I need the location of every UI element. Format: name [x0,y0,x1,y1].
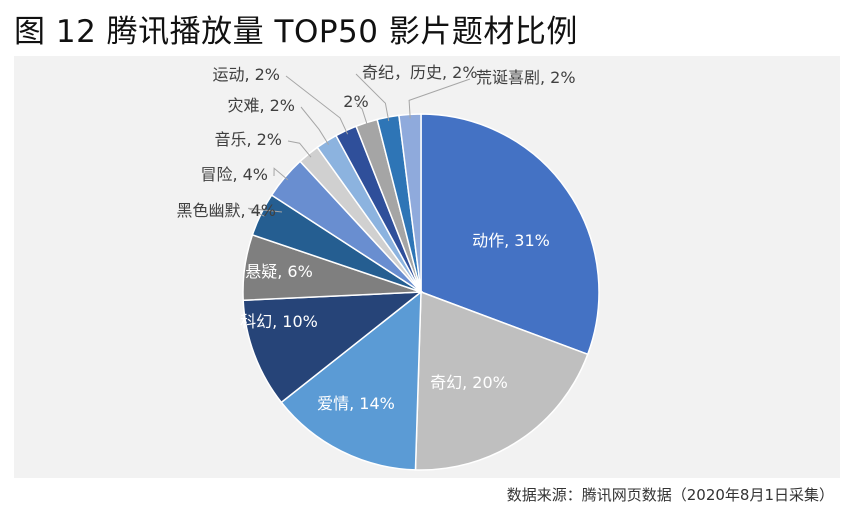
data-source-note: 数据来源：腾讯网页数据（2020年8月1日采集） [506,486,834,504]
leader-line [287,140,312,158]
slice-label: 灾难, 2% [227,96,295,115]
leader-line [408,78,471,119]
slice-label: 动作, 31% [472,231,550,250]
slice-label: 爱情, 14% [317,394,395,413]
slice-label: 黑色幽默, 4% [176,201,276,220]
pie-slice [420,113,600,356]
slice-label: 音乐, 2% [214,130,282,149]
slice-label: 奇幻, 20% [430,373,508,392]
leader-line [355,102,369,127]
pie-slice [280,290,422,471]
pie-chart: 动作, 31% 奇幻, 20% 爱情, 14% 科幻, 10% 悬疑, 6% 黑色幽默, … [176,63,600,471]
chart-panel: 动作, 31% 奇幻, 20% 爱情, 14% 科幻, 10% 悬疑, 6% 黑色幽默, … [14,56,840,478]
leader-line [355,73,390,122]
leader-line [247,207,283,217]
slice-label: 运动, 2% [212,65,280,84]
slice-label: 冒险, 4% [200,165,268,184]
slice-label: 悬疑, 6% [245,262,313,281]
pie-slice [414,290,589,471]
slice-label: 奇纪，历史, 2% [362,63,478,82]
leader-line [300,106,330,145]
leader-line [285,75,349,135]
slice-label: 2% [343,92,368,111]
pie-slice [242,291,424,404]
slice-label: 荒诞喜剧, 2% [476,68,576,87]
slice-label: 科幻, 10% [240,312,318,331]
chart-title: 图 12 腾讯播放量 TOP50 影片题材比例 [14,14,578,50]
leader-line [273,167,289,181]
